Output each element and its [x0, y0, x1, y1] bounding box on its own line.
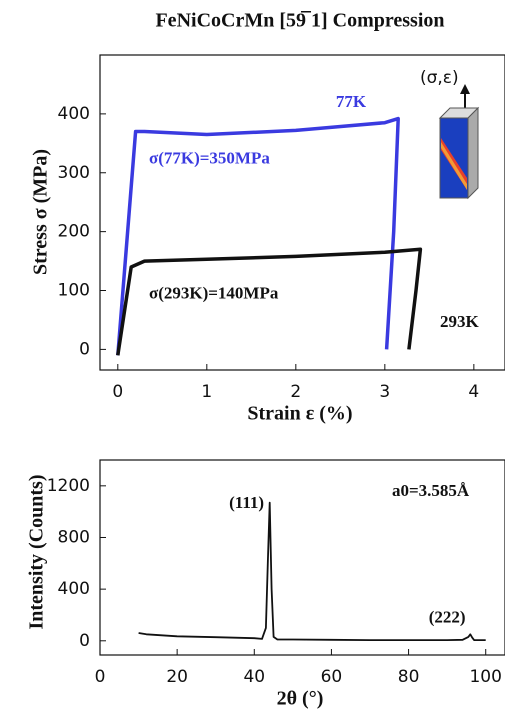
y-tick-label: 400 [58, 104, 90, 124]
series-label: 77K [336, 92, 367, 111]
x-tick-label: 100 [469, 667, 501, 687]
annotation: (111) [229, 493, 264, 512]
box-side [467, 106, 479, 200]
y-tick-label: 200 [58, 222, 90, 242]
y-tick-label: 100 [58, 281, 90, 301]
y-axis-label: Intensity (Counts) [26, 474, 48, 629]
x-tick-label: 1 [201, 382, 212, 402]
x-tick-label: 60 [321, 667, 343, 687]
x-tick-label: 2 [290, 382, 301, 402]
annotation: σ(77K)=350MPa [149, 149, 270, 168]
y-axis-label: Stress σ (MPa) [30, 149, 52, 275]
axes-frame [99, 54, 505, 371]
data-line [116, 116, 400, 356]
annotation: (222) [429, 608, 466, 627]
y-tick-label: 800 [58, 527, 90, 547]
x-tick-label: 0 [95, 667, 106, 687]
x-tick-label: 0 [112, 382, 123, 402]
y-tick-label: 0 [79, 339, 90, 359]
annotation: a0=3.585Å [392, 481, 470, 500]
annotation: σ(293K)=140MPa [149, 284, 279, 303]
arrow-head [460, 84, 470, 94]
y-tick-label: 300 [58, 163, 90, 183]
x-axis-label: 2θ (°) [277, 688, 324, 710]
annotation: (σ,ε) [420, 68, 459, 88]
x-tick-label: 4 [468, 382, 479, 402]
inset-icon: (σ,ε) [420, 68, 480, 200]
x-tick-label: 3 [379, 382, 390, 402]
y-tick-label: 400 [58, 579, 90, 599]
y-tick-label: 0 [79, 631, 90, 651]
shear-glow [441, 142, 467, 190]
x-tick-label: 40 [243, 667, 265, 687]
x-tick-label: 80 [398, 667, 420, 687]
series-label: 293K [440, 312, 480, 331]
x-tick-label: 20 [166, 667, 188, 687]
data-line [138, 501, 486, 641]
axes-frame [99, 459, 505, 656]
x-axis-label: Strain ε (%) [247, 403, 352, 425]
chart-title: FeNiCoCrMn [59̅ 1] Compression [155, 10, 444, 32]
y-tick-label: 1200 [47, 476, 90, 496]
data-line [116, 247, 423, 356]
